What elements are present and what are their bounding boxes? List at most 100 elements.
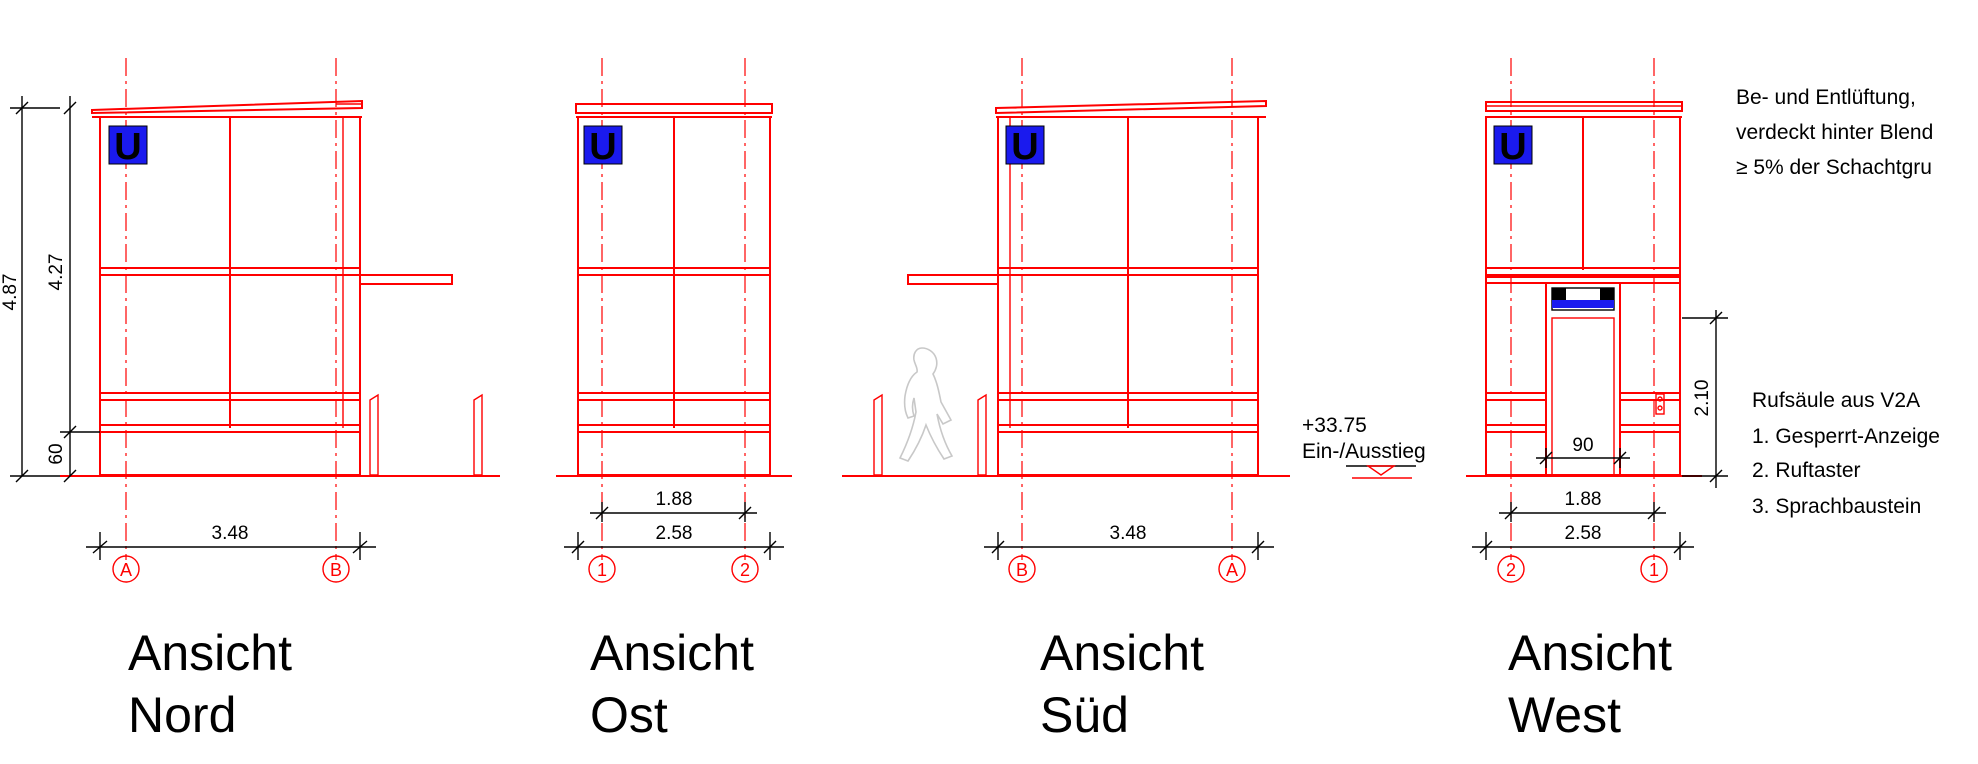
dim-tick [991,540,1005,554]
base-cap-left [1485,424,1547,433]
door-height-dimension: 2.10 [1692,380,1713,417]
level-value: +33.75 [1302,414,1367,437]
dim-tick [1709,469,1723,483]
canopy [359,274,453,285]
level-triangle-icon [1365,465,1397,476]
door-header-block [1600,288,1614,300]
transom-upper [99,267,361,276]
width-dimension: 3.48 [1110,523,1147,544]
u-bahn-sign-letter: U [589,126,616,168]
level-label: Ein-/Ausstieg [1302,440,1426,463]
walking-person-figure [898,347,954,462]
bollard [369,393,379,476]
transom-upper [997,267,1259,276]
width-dimension: 2.58 [1565,523,1602,544]
canopy [907,274,999,285]
roof-plate [575,103,773,114]
view-west: U 90 2.10 1.88 2.58 2 1 Ansicht West [1466,58,1728,743]
ventilation-note-line: ≥ 5% der Schachtgru [1736,156,1932,179]
dim-tick [571,540,585,554]
view-subtitle: Nord [128,687,236,743]
width-dimension: 2.58 [656,523,693,544]
view-subtitle: Ost [590,687,668,743]
transom-lower-right [1619,392,1681,401]
roof-plate [91,99,363,115]
view-title: Ansicht [128,625,292,681]
axis-label: B [1016,560,1028,580]
dim-tick [15,101,29,115]
axis-marker-2 [1497,555,1525,583]
view-subtitle: Süd [1040,687,1129,743]
dim-tick [63,425,77,439]
dim-tick [92,540,108,554]
transom-upper [577,267,771,276]
notes: Be- und Entlüftung, verdeckt hinter Blen… [1736,86,1940,518]
view-subtitle: West [1508,687,1621,743]
axis-marker-1 [1640,555,1668,583]
vertical-dimensions: 4.87 4.27 60 [0,96,100,483]
base-cap [577,424,771,433]
bollard [473,393,483,476]
axis-label: 1 [1649,560,1659,580]
axis-label: A [120,560,132,580]
call-button-icon [1657,396,1663,402]
view-ost: U 1.88 2.58 1 2 Ansicht Ost [556,58,792,743]
dim-tick [595,506,609,520]
transom-lower [577,392,771,401]
call-post-note-line: 3. Sprachbaustein [1752,495,1921,518]
dim-tick [1709,311,1723,325]
transom-lower-left [1485,392,1547,401]
ventilation-note-line: Be- und Entlüftung, [1736,86,1916,109]
axis-label: A [1226,560,1238,580]
dim-tick [1647,506,1661,520]
total-height-dimension: 4.87 [0,274,21,311]
upper-height-dimension: 4.27 [46,254,67,291]
dim-tick [1539,451,1553,465]
dim-tick [15,469,29,483]
axis-marker-1 [588,555,616,583]
view-nord: U 3.48 A B Ansicht Nord [60,58,500,743]
door-width-dimension: 90 [1572,435,1593,456]
u-bahn-sign-letter: U [114,126,141,168]
u-bahn-sign [1493,125,1533,165]
axis-label: 2 [740,560,750,580]
base-cap-right [1619,424,1681,433]
call-post-note-line: 2. Ruftaster [1752,459,1861,482]
u-bahn-sign-letter: U [1499,126,1526,168]
door-header-block [1552,288,1566,300]
dim-tick [763,540,777,554]
dim-tick [1613,451,1627,465]
level-marker: +33.75 Ein-/Ausstieg [1302,414,1426,479]
dim-tick [352,540,368,554]
ventilation-note-line: verdeckt hinter Blend [1736,121,1933,144]
axis-marker-a [1218,555,1246,583]
view-title: Ansicht [590,625,754,681]
transom-upper [1485,267,1681,276]
call-post [1655,393,1665,415]
roof-plate [995,99,1267,115]
dim-tick [738,506,752,520]
dim-tick [1251,540,1265,554]
inner-width-dimension: 1.88 [656,489,693,510]
base-cap [99,424,361,433]
u-bahn-sign [108,125,148,165]
dim-tick [1673,540,1687,554]
bollard [873,393,883,476]
dim-tick [1504,506,1518,520]
base-height-dimension: 60 [46,443,67,464]
call-post-note-line: Rufsäule aus V2A [1752,389,1920,412]
base-cap [997,424,1259,433]
width-dimension: 3.48 [212,523,249,544]
dim-tick [1479,540,1493,554]
u-bahn-sign [583,125,623,165]
axis-label: 1 [597,560,607,580]
axis-marker-2 [731,555,759,583]
u-bahn-sign [1005,125,1045,165]
speaker-icon [1657,405,1663,411]
transom-lower [997,392,1259,401]
axis-marker-b [322,555,350,583]
transom-lower [99,392,361,401]
axis-marker-b [1008,555,1036,583]
view-title: Ansicht [1040,625,1204,681]
